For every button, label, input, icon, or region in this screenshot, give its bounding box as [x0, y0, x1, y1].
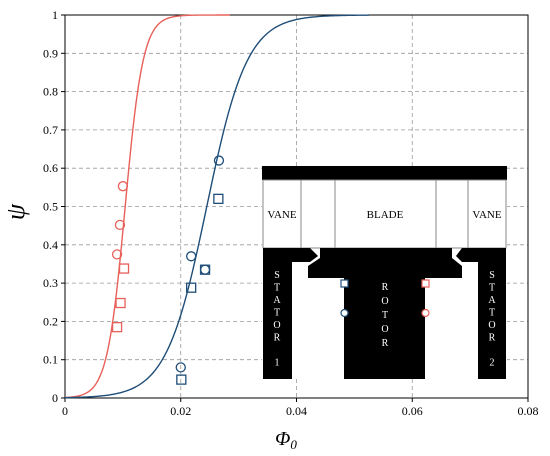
- y-tick-label: 0.1: [43, 353, 58, 367]
- data-point-square: [176, 374, 187, 385]
- y-tick-label: 0.8: [43, 85, 58, 99]
- label-vane-left: VANE: [267, 209, 296, 221]
- x-tick-label: 0.04: [286, 404, 307, 418]
- inset-letter: O: [488, 320, 495, 331]
- data-point-circle: [175, 362, 186, 373]
- inset-letter: T: [489, 308, 495, 319]
- probe-square-red: [421, 279, 430, 288]
- probe-circle-blue: [340, 308, 349, 318]
- probe-circle-red: [421, 308, 430, 318]
- data-point-circle: [117, 181, 129, 192]
- y-tick-label: 0.9: [43, 46, 58, 60]
- inset-letter: T: [274, 283, 280, 294]
- inset-letter: T: [382, 310, 388, 321]
- y-tick-label: 0.2: [43, 314, 58, 328]
- passage-box: [262, 179, 507, 249]
- x-tick-label: 0.08: [518, 404, 539, 418]
- fit-curve: [64, 14, 230, 399]
- data-point-circle: [114, 219, 126, 231]
- label-vane-right: VANE: [472, 209, 501, 221]
- x-axis-title-sub: 0: [290, 437, 297, 452]
- data-point-circle: [186, 251, 197, 262]
- ticks: 0 0.02 0.04 0.06 0.08 0 0.1 0.2 0.3 0.4 0.5 0.6 0.7 0…: [43, 8, 539, 418]
- data-point-square: [115, 297, 126, 309]
- inset-letter: R: [382, 282, 389, 293]
- curves: [64, 14, 369, 399]
- label-blade: BLADE: [367, 209, 404, 221]
- x-tick-label: 0: [62, 404, 68, 418]
- data-point-square: [186, 282, 197, 293]
- casing-bar: [262, 166, 507, 180]
- inset-letter: S: [274, 270, 280, 281]
- y-tick-label: 0.6: [43, 161, 58, 175]
- inset-letter: O: [381, 296, 388, 307]
- data-point-square: [213, 193, 224, 204]
- data-point-square: [199, 264, 211, 275]
- y-tick-label: 0.4: [43, 238, 58, 252]
- inset-letter: 1: [275, 358, 280, 369]
- x-tick-label: 0.06: [402, 404, 423, 418]
- data-point-circle: [213, 155, 225, 166]
- y-tick-label: 1: [52, 8, 58, 22]
- inset-letter: R: [274, 333, 281, 344]
- x-axis-title-main: Φ: [275, 428, 290, 450]
- inset-letter: T: [274, 308, 280, 319]
- fit-curve: [64, 14, 369, 399]
- y-tick-label: 0.5: [43, 200, 58, 214]
- data-point-circle: [111, 249, 123, 260]
- stator-right: [456, 248, 506, 379]
- inset-letter: A: [488, 295, 496, 306]
- x-axis-title: Φ0: [275, 428, 297, 452]
- data-point-square: [111, 321, 123, 333]
- inset-letter: A: [273, 295, 281, 306]
- y-tick-label: 0.3: [43, 276, 58, 290]
- y-tick-label: 0: [52, 391, 58, 405]
- data-point-square: [118, 263, 130, 274]
- inset-letter: T: [489, 283, 495, 294]
- inset-letter: O: [381, 324, 388, 335]
- x-tick-label: 0.02: [170, 404, 191, 418]
- inset-letter: 2: [490, 358, 495, 369]
- probe-square-blue: [340, 279, 349, 288]
- inset-letter: R: [382, 338, 389, 349]
- stator-left: [263, 248, 318, 379]
- y-axis-title: ψ: [1, 203, 30, 220]
- markers: [111, 155, 225, 385]
- inset-letter: O: [273, 320, 280, 331]
- y-tick-label: 0.7: [43, 123, 58, 137]
- inset-letter: S: [489, 270, 495, 281]
- inset-letter: R: [489, 333, 496, 344]
